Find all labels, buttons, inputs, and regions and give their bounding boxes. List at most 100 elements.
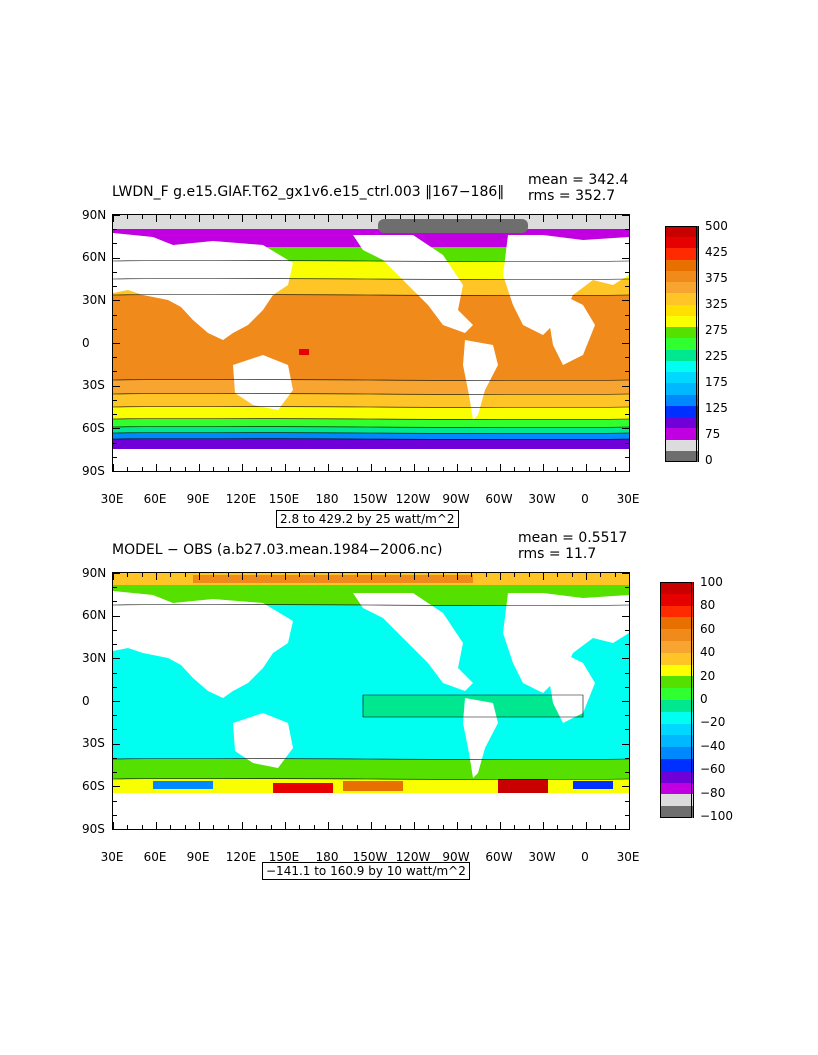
axis-tick — [328, 822, 329, 829]
axis-tick — [625, 442, 629, 444]
axis-tick — [113, 286, 117, 288]
axis-tick — [471, 215, 473, 219]
axis-tick — [428, 573, 430, 577]
lat-label: 30N — [82, 293, 107, 307]
top-map-field — [113, 215, 629, 471]
south-subtrop-band — [113, 380, 629, 394]
lat-label: 0 — [82, 336, 90, 350]
axis-tick — [256, 467, 258, 471]
axis-tick — [557, 825, 559, 829]
lon-label: 30E — [100, 492, 124, 506]
axis-tick — [514, 825, 516, 829]
axis-tick — [614, 467, 616, 471]
lat-label: 90S — [82, 822, 105, 836]
axis-tick — [113, 672, 117, 674]
axis-tick — [141, 573, 143, 577]
axis-tick — [543, 464, 544, 471]
bottom-colorbar: 100 80 60 40 20 0 −20 −40 −60 −80 −100 — [660, 575, 760, 823]
axis-tick — [622, 573, 629, 574]
axis-tick — [428, 467, 430, 471]
axis-tick — [356, 573, 358, 577]
africa-land — [543, 643, 595, 723]
axis-tick — [170, 573, 172, 577]
axis-tick — [313, 467, 315, 471]
axis-tick — [113, 456, 117, 458]
axis-tick — [113, 814, 117, 816]
australia-land — [233, 713, 293, 768]
axis-tick — [113, 314, 117, 316]
axis-tick — [313, 825, 315, 829]
axis-tick — [442, 215, 444, 219]
axis-tick — [356, 467, 358, 471]
axis-tick — [213, 825, 215, 829]
axis-tick — [622, 471, 629, 472]
colorbar-label: 125 — [705, 401, 728, 415]
lat-label: 90N — [82, 208, 107, 222]
axis-tick — [557, 215, 559, 219]
lon-label: 120E — [225, 850, 257, 864]
top-map — [112, 214, 630, 472]
axis-tick — [385, 467, 387, 471]
axis-tick — [500, 822, 501, 829]
axis-tick — [313, 573, 315, 577]
lat-label: 60S — [82, 779, 105, 793]
lat-label: 30N — [82, 651, 107, 665]
axis-tick — [227, 215, 229, 219]
axis-tick — [528, 467, 530, 471]
axis-tick — [371, 215, 372, 222]
axis-tick — [371, 573, 372, 580]
top-map-panel: mean = 342.4 LWDN_F g.e15.GIAF.T62_gx1v6… — [0, 170, 818, 530]
south-mid-band — [113, 394, 629, 407]
axis-tick — [629, 464, 630, 471]
axis-tick — [113, 743, 120, 745]
axis-tick — [622, 829, 629, 830]
north-america-land — [353, 593, 473, 691]
axis-tick — [414, 464, 415, 471]
axis-tick — [625, 715, 629, 717]
axis-tick — [113, 371, 117, 373]
axis-tick — [625, 243, 629, 245]
axis-tick — [113, 414, 117, 416]
axis-tick — [356, 215, 358, 219]
axis-tick — [622, 786, 629, 788]
axis-tick — [156, 573, 157, 580]
axis-tick — [557, 467, 559, 471]
axis-tick — [629, 215, 630, 222]
axis-tick — [622, 428, 629, 430]
colorbar-label: 0 — [700, 692, 708, 706]
axis-tick — [113, 300, 120, 302]
axis-tick — [571, 825, 573, 829]
axis-tick — [342, 573, 344, 577]
lon-label: 30E — [100, 850, 124, 864]
axis-tick — [543, 215, 544, 222]
axis-tick — [270, 825, 272, 829]
axis-tick — [113, 471, 120, 472]
axis-tick — [385, 825, 387, 829]
southern-blue-patch — [153, 781, 213, 789]
south-band-teal — [113, 427, 629, 433]
axis-tick — [586, 464, 587, 471]
axis-tick — [543, 822, 544, 829]
axis-tick — [113, 715, 117, 717]
axis-tick — [113, 385, 120, 387]
axis-tick — [385, 215, 387, 219]
warm-pool-patch — [299, 349, 309, 355]
axis-tick — [113, 615, 120, 617]
axis-tick — [514, 573, 516, 577]
axis-tick — [543, 573, 544, 580]
axis-tick — [285, 822, 286, 829]
southern-red-patch-2 — [498, 779, 548, 795]
lat-label: 60S — [82, 421, 105, 435]
colorbar-outline — [660, 582, 692, 818]
axis-tick — [113, 729, 117, 731]
top-rms: rms = 352.7 — [528, 188, 616, 204]
lat-label: 30S — [82, 736, 105, 750]
axis-tick — [586, 822, 587, 829]
colorbar-label: 500 — [705, 219, 728, 233]
southern-blue-patch-2 — [573, 781, 613, 789]
axis-tick — [622, 300, 629, 302]
lon-label: 120E — [225, 492, 257, 506]
lon-label: 60W — [485, 850, 513, 864]
lon-label: 150W — [352, 492, 388, 506]
axis-tick — [625, 314, 629, 316]
